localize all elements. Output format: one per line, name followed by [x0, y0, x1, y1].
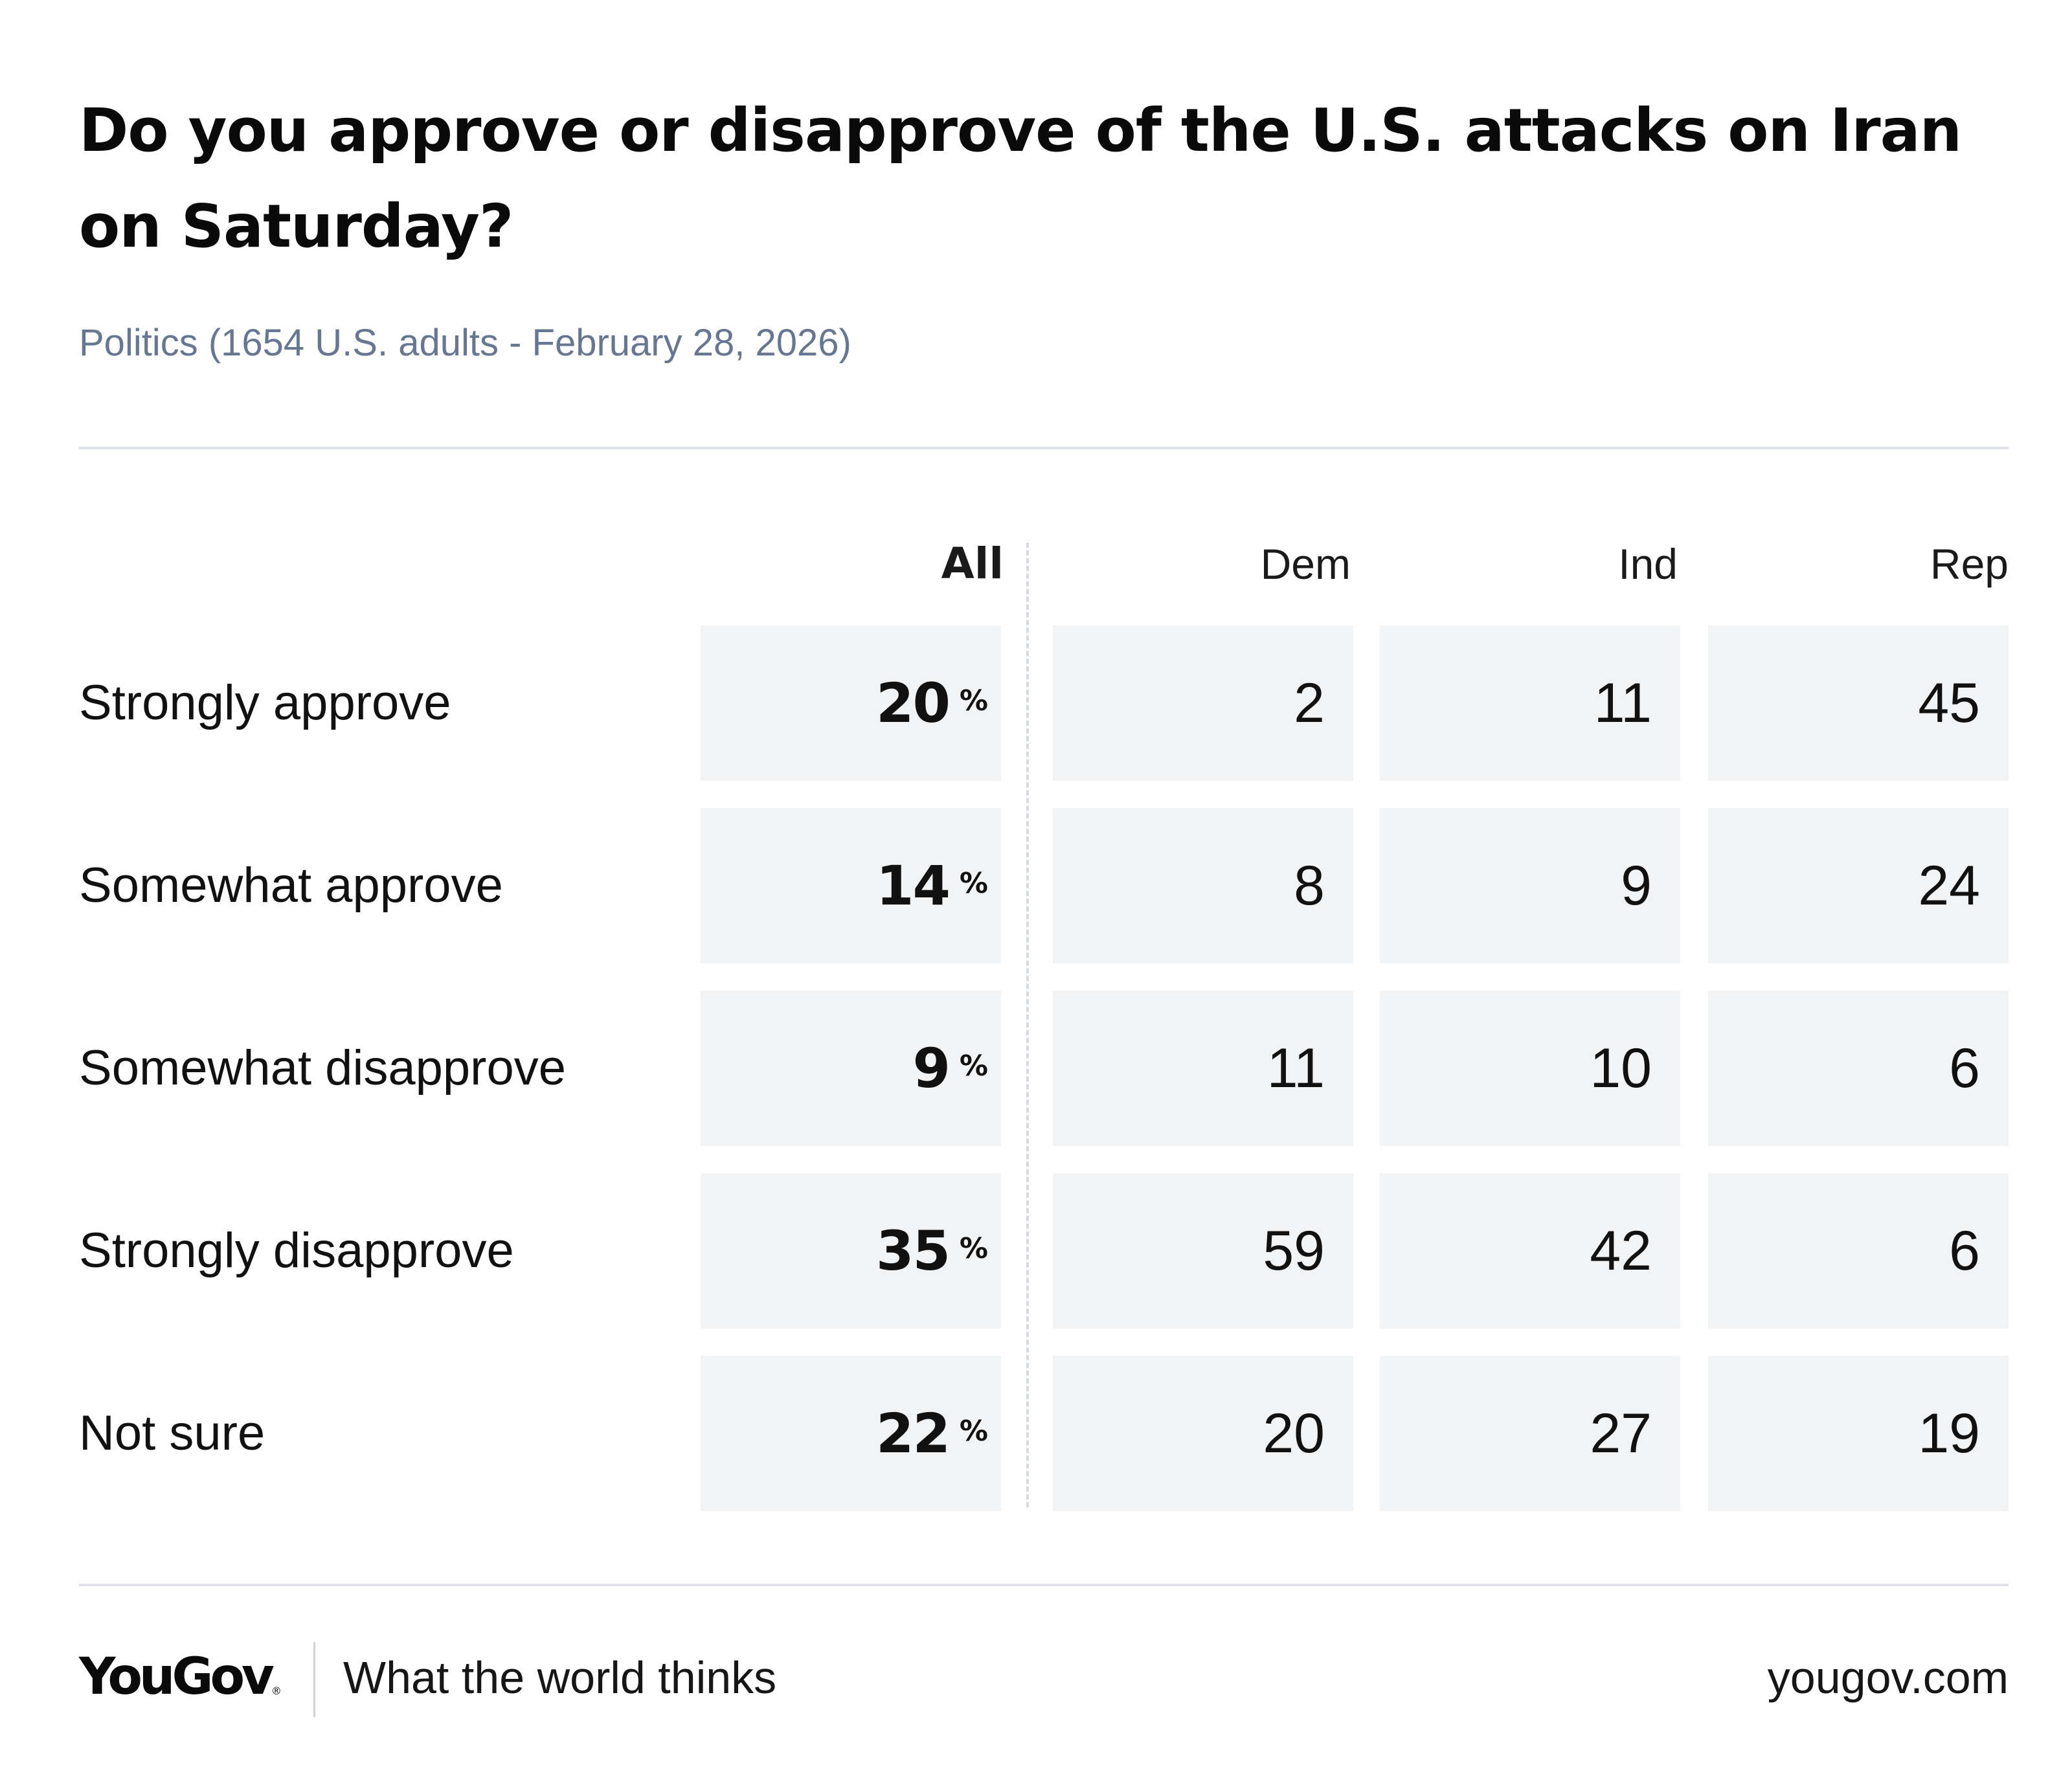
row-label-strongly-approve: Strongly approve — [79, 675, 451, 730]
cell-strongly-disapprove-ind: 42 — [1380, 1173, 1680, 1329]
column-header-all: All — [941, 539, 1004, 589]
website-link[interactable]: yougov.com — [1767, 1652, 2009, 1703]
value-somewhat-approve-ind: 9 — [1621, 854, 1652, 917]
row-label-somewhat-approve: Somewhat approve — [79, 858, 503, 913]
chart-subtitle: Politics (1654 U.S. adults - February 28… — [79, 322, 851, 364]
cell-strongly-approve-dem: 2 — [1053, 625, 1353, 781]
percent-sign: % — [959, 684, 988, 717]
value-somewhat-approve-all: 14 — [876, 854, 951, 917]
tagline: What the world thinks — [343, 1652, 777, 1703]
brand-name: YouGov — [79, 1648, 275, 1706]
yougov-logo: YouGov® — [79, 1645, 282, 1709]
cell-somewhat-approve-ind: 9 — [1380, 808, 1680, 963]
value-not-sure-rep: 19 — [1918, 1402, 1980, 1465]
value-strongly-approve-dem: 2 — [1294, 671, 1325, 734]
cell-somewhat-disapprove-ind: 10 — [1380, 991, 1680, 1146]
cell-not-sure-ind: 27 — [1380, 1356, 1680, 1511]
cell-strongly-disapprove-all: 35% — [701, 1173, 1001, 1329]
value-somewhat-approve-rep: 24 — [1918, 854, 1980, 917]
value-somewhat-disapprove-dem: 11 — [1267, 1037, 1325, 1099]
all-column-divider — [1026, 543, 1029, 1507]
percent-sign: % — [959, 1049, 988, 1083]
cell-somewhat-approve-dem: 8 — [1053, 808, 1353, 963]
cell-somewhat-approve-all: 14% — [701, 808, 1001, 963]
cell-somewhat-disapprove-rep: 6 — [1708, 991, 2009, 1146]
row-label-strongly-disapprove: Strongly disapprove — [79, 1223, 514, 1278]
value-strongly-approve-ind: 11 — [1593, 671, 1652, 734]
cell-strongly-disapprove-dem: 59 — [1053, 1173, 1353, 1329]
value-strongly-disapprove-dem: 59 — [1263, 1219, 1325, 1282]
cell-strongly-disapprove-rep: 6 — [1708, 1173, 2009, 1329]
column-header-ind: Ind — [1618, 540, 1678, 588]
percent-sign: % — [959, 866, 988, 900]
cell-not-sure-dem: 20 — [1053, 1356, 1353, 1511]
cell-strongly-approve-ind: 11 — [1380, 625, 1680, 781]
value-somewhat-disapprove-rep: 6 — [1949, 1037, 1980, 1099]
chart-title: Do you approve or disapprove of the U.S.… — [79, 96, 1962, 261]
bottom-divider — [79, 1584, 2009, 1586]
value-somewhat-disapprove-ind: 10 — [1590, 1037, 1652, 1099]
registered-mark: ® — [271, 1685, 282, 1697]
column-header-dem: Dem — [1260, 540, 1351, 588]
top-divider — [79, 447, 2009, 449]
value-somewhat-approve-dem: 8 — [1294, 854, 1325, 917]
cell-somewhat-disapprove-dem: 11 — [1053, 991, 1353, 1146]
value-strongly-disapprove-rep: 6 — [1949, 1219, 1980, 1282]
value-strongly-approve-rep: 45 — [1918, 671, 1980, 734]
cell-not-sure-rep: 19 — [1708, 1356, 2009, 1511]
value-not-sure-ind: 27 — [1590, 1402, 1652, 1465]
cell-somewhat-approve-rep: 24 — [1708, 808, 2009, 963]
value-not-sure-all: 22 — [876, 1402, 951, 1465]
row-label-not-sure: Not sure — [79, 1406, 265, 1461]
percent-sign: % — [959, 1231, 988, 1265]
row-label-somewhat-disapprove: Somewhat disapprove — [79, 1040, 566, 1096]
percent-sign: % — [959, 1414, 988, 1448]
value-somewhat-disapprove-all: 9 — [912, 1037, 950, 1100]
column-header-rep: Rep — [1930, 540, 2009, 588]
value-not-sure-dem: 20 — [1263, 1402, 1325, 1465]
cell-strongly-approve-rep: 45 — [1708, 625, 2009, 781]
cell-somewhat-disapprove-all: 9% — [701, 991, 1001, 1146]
cell-strongly-approve-all: 20% — [701, 625, 1001, 781]
value-strongly-disapprove-all: 35 — [876, 1219, 951, 1283]
logo-separator — [313, 1642, 315, 1717]
value-strongly-disapprove-ind: 42 — [1590, 1219, 1652, 1282]
value-strongly-approve-all: 20 — [876, 671, 951, 735]
cell-not-sure-all: 22% — [701, 1356, 1001, 1511]
